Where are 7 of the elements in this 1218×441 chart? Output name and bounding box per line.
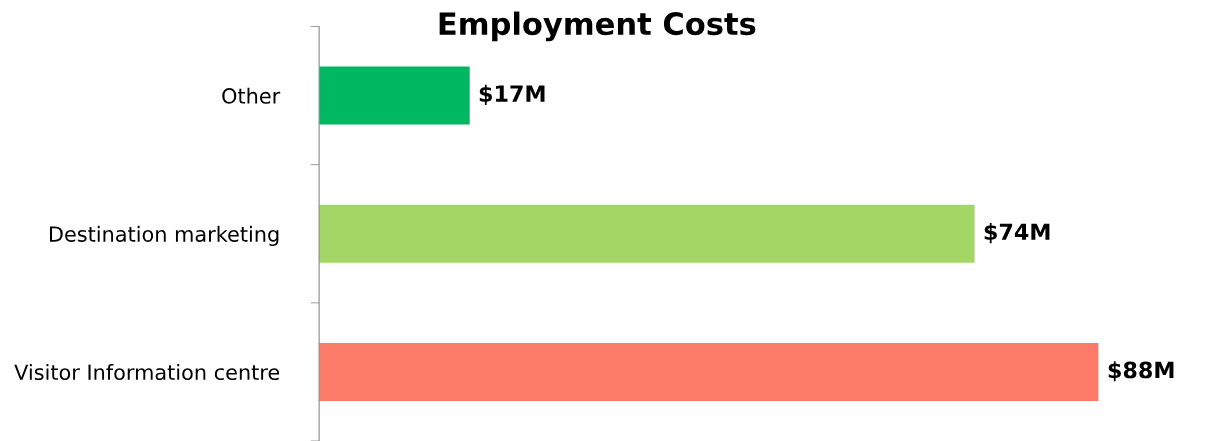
data-label: $74M — [984, 222, 1050, 244]
data-label: $88M — [1108, 361, 1174, 382]
chart-title: Employment Costs — [439, 11, 756, 42]
y-tick-label: Destination marketing — [49, 225, 279, 246]
y-tick-label: Other — [222, 87, 281, 104]
data-label: $17M — [479, 84, 545, 105]
y-tick-label: Visitor Information centre — [14, 363, 280, 381]
